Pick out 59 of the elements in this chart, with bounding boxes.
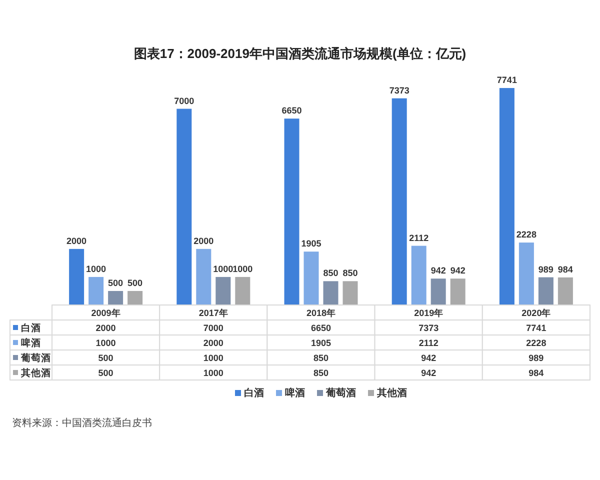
data-label: 989 — [538, 264, 554, 274]
cell-label: 7741 — [526, 323, 546, 333]
cell-label: 1000 — [203, 368, 224, 378]
data-label: 7373 — [389, 85, 410, 96]
column-label: 2019年 — [414, 308, 444, 318]
cell-label: 984 — [528, 368, 544, 378]
cell-label: 500 — [98, 368, 114, 378]
row-label: 啤酒 — [21, 338, 41, 349]
legend-label: 白酒 — [244, 387, 264, 399]
data-label: 2228 — [516, 230, 536, 240]
data-label: 850 — [342, 268, 358, 278]
data-label: 500 — [128, 278, 143, 288]
data-label: 7741 — [496, 75, 517, 86]
row-label: 其他酒 — [21, 368, 51, 379]
cell-label: 989 — [528, 353, 544, 363]
data-label: 6650 — [282, 106, 302, 116]
cell-label: 942 — [421, 368, 436, 378]
data-label: 2000 — [66, 236, 87, 246]
title: 图表17：2009-2019年中国酒类流通市场规模(单位：亿元) — [134, 46, 466, 61]
data-label: 2000 — [194, 236, 214, 246]
row-label: 白酒 — [21, 323, 41, 334]
cell-label: 850 — [313, 368, 329, 378]
cell-label: 2000 — [203, 338, 224, 348]
legend-label: 啤酒 — [285, 387, 305, 399]
legend-item: 白酒 — [235, 388, 264, 399]
data-label: 942 — [430, 266, 446, 276]
cell-label: 500 — [98, 353, 114, 363]
data-label: 2112 — [409, 232, 429, 243]
cell-label: 942 — [421, 353, 436, 363]
cell-label: 1905 — [310, 338, 332, 348]
cell-label: 2228 — [526, 338, 546, 348]
data-label: 1905 — [301, 238, 322, 249]
data-label: 984 — [558, 264, 573, 274]
column-label: 2018年 — [306, 308, 336, 318]
data-label: 1000 — [232, 264, 253, 274]
cell-label: 1000 — [96, 338, 116, 348]
data-label: 942 — [450, 266, 466, 276]
legend-label: 其他酒 — [376, 387, 407, 399]
column-label: 2020年 — [522, 308, 551, 318]
annotation: 资料来源：中国酒类流通白皮书 — [12, 418, 152, 429]
cell-label: 1000 — [203, 353, 224, 363]
legend-label: 葡萄酒 — [325, 387, 356, 399]
cell-label: 6650 — [310, 323, 332, 333]
cell-label: 7000 — [203, 323, 224, 333]
column-label: 2009年 — [91, 308, 120, 318]
data-label: 1000 — [213, 264, 234, 274]
legend-item: 啤酒 — [276, 388, 305, 399]
row-label: 葡萄酒 — [21, 353, 51, 364]
legend-item: 葡萄酒 — [317, 388, 356, 399]
data-label: 7000 — [174, 96, 194, 106]
cell-label: 2112 — [418, 338, 438, 348]
cell-label: 7373 — [418, 323, 439, 333]
data-label: 850 — [323, 268, 338, 278]
column-label: 2017年 — [198, 308, 228, 318]
cell-label: 2000 — [96, 323, 116, 333]
legend-item: 其他酒 — [368, 388, 407, 399]
data-label: 500 — [108, 278, 124, 288]
data-label: 1000 — [86, 264, 106, 274]
cell-label: 850 — [313, 353, 329, 363]
